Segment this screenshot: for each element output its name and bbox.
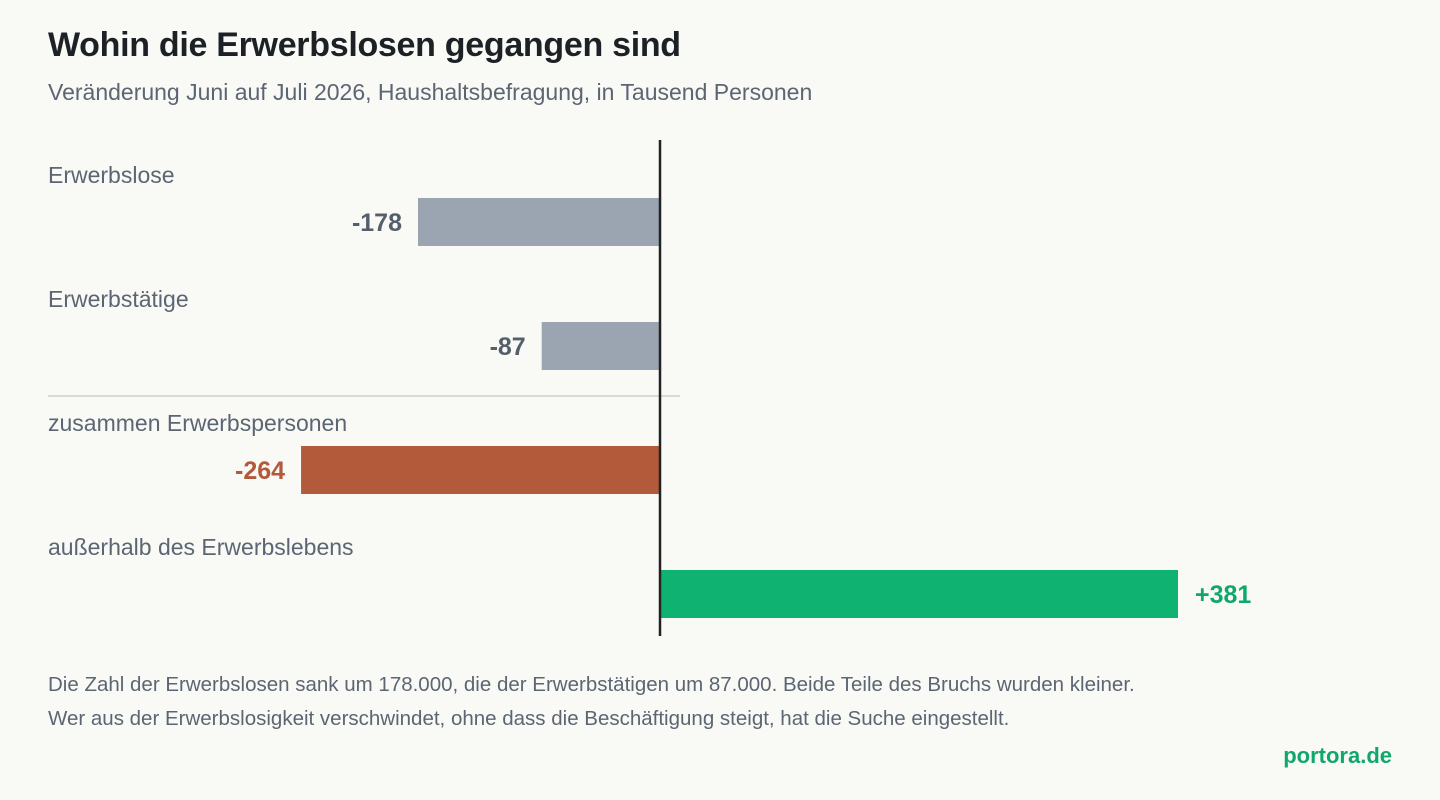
brand-logo-text[interactable]: portora.de — [1283, 743, 1392, 768]
footnote-line-1: Die Zahl der Erwerbslosen sank um 178.00… — [48, 673, 1135, 696]
bar — [660, 570, 1178, 618]
value-label: -87 — [490, 333, 526, 361]
value-label: -264 — [235, 457, 285, 485]
footnote: Die Zahl der Erwerbslosen sank um 178.00… — [48, 668, 1388, 736]
bar-chart: Erwerbslose -178 Erwerbstätige -87 zusammen … — [48, 140, 1251, 636]
category-label: Erwerbstätige — [48, 286, 189, 312]
category-label: außerhalb des Erwerbslebens — [48, 534, 354, 560]
category-label: Erwerbslose — [48, 162, 175, 188]
bar — [541, 322, 660, 370]
bar — [301, 446, 660, 494]
value-label: +381 — [1195, 581, 1251, 609]
chart-subtitle: Veränderung Juni auf Juli 2026, Haushalt… — [48, 79, 813, 105]
value-label: -178 — [352, 209, 402, 237]
footnote-line-2: Wer aus der Erwerbslosigkeit verschwinde… — [48, 707, 1010, 730]
chart-title: Wohin die Erwerbslosen gegangen sind — [48, 26, 681, 64]
bar — [417, 198, 660, 246]
category-label: zusammen Erwerbspersonen — [48, 410, 347, 436]
